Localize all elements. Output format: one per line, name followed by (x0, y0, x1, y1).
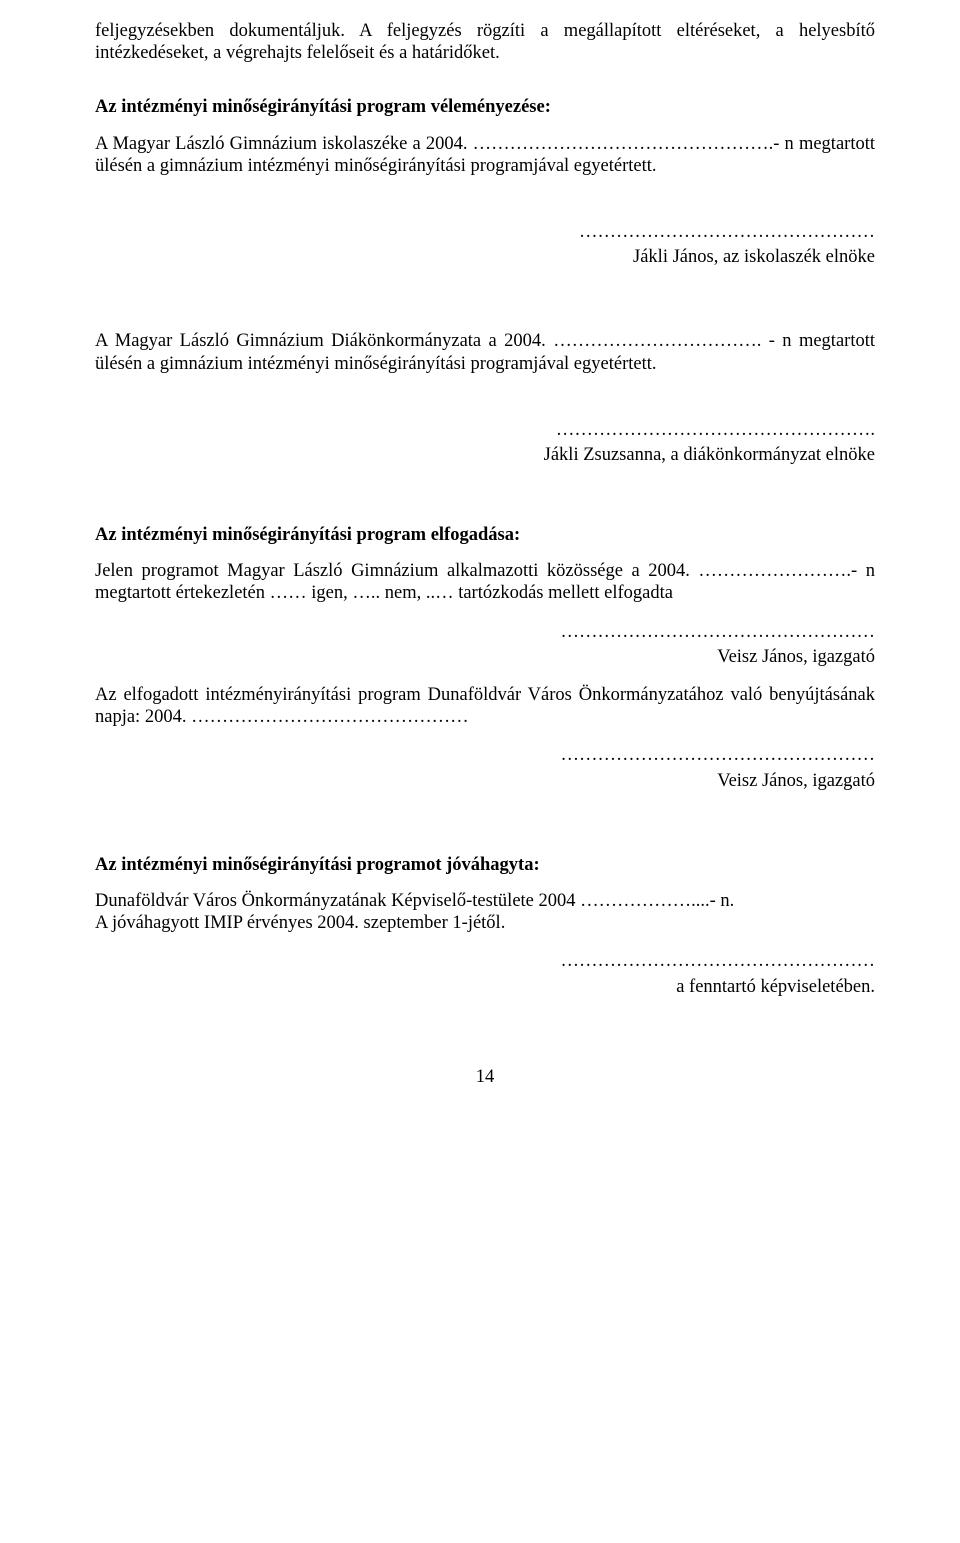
velemenyezes-heading: Az intézményi minőségirányítási program … (95, 96, 875, 118)
jovahagyta-sig-name: a fenntartó képviseletében. (95, 976, 875, 998)
intro-paragraph: feljegyzésekben dokumentáljuk. A feljegy… (95, 20, 875, 64)
sig1-name: Jákli János, az iskolaszék elnöke (95, 246, 875, 268)
elfogadas-sig2-dots: …………………………………………… (95, 744, 875, 766)
jovahagyta-sig-dots: …………………………………………… (95, 950, 875, 972)
elfogadas-para1: Jelen programot Magyar László Gimnázium … (95, 560, 875, 604)
elfogadas-sig1-dots: …………………………………………… (95, 621, 875, 643)
elfogadas-sig2-name: Veisz János, igazgató (95, 770, 875, 792)
jovahagyta-line1: Dunaföldvár Város Önkormányzatának Képvi… (95, 890, 875, 912)
elfogadas-para2: Az elfogadott intézményirányítási progra… (95, 684, 875, 728)
jovahagyta-heading: Az intézményi minőségirányítási programo… (95, 854, 875, 876)
sig1-dots: ………………………………………… (95, 221, 875, 243)
velemenyezes-para2: A Magyar László Gimnázium Diákönkormányz… (95, 330, 875, 374)
velemenyezes-para1: A Magyar László Gimnázium iskolaszéke a … (95, 133, 875, 177)
elfogadas-sig1-name: Veisz János, igazgató (95, 646, 875, 668)
elfogadas-heading: Az intézményi minőségirányítási program … (95, 524, 875, 546)
sig2-dots: ……………………………………………. (95, 419, 875, 441)
jovahagyta-line2: A jóváhagyott IMIP érvényes 2004. szepte… (95, 912, 875, 934)
page-number: 14 (95, 1066, 875, 1088)
sig2-name: Jákli Zsuzsanna, a diákönkormányzat elnö… (95, 444, 875, 466)
